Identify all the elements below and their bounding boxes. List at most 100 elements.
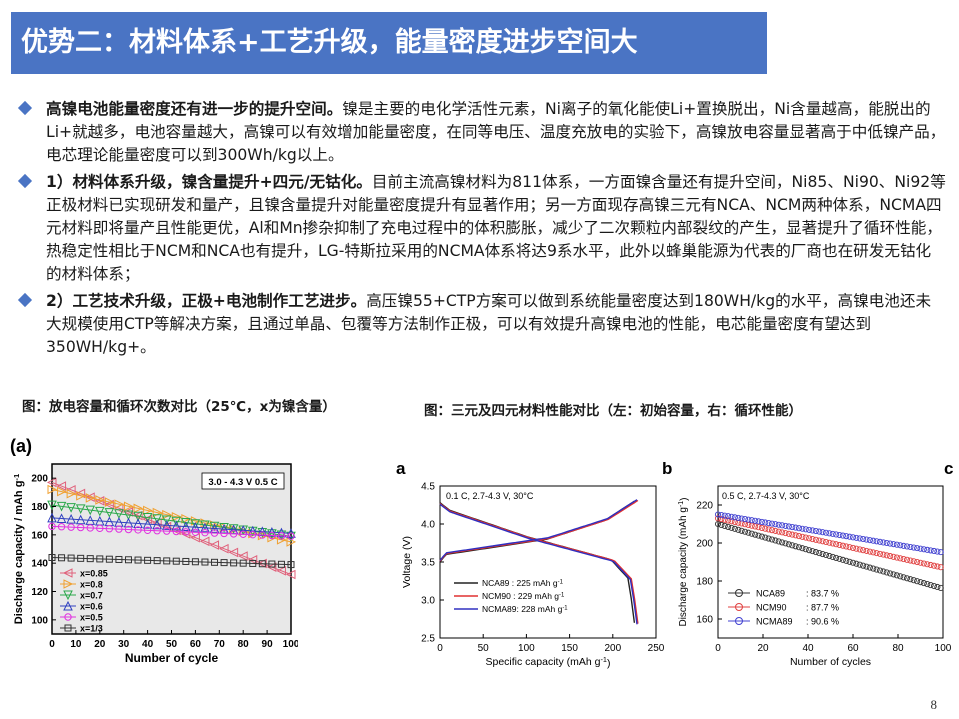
y-tick-label: 220	[696, 501, 713, 512]
page-number: 8	[930, 697, 938, 712]
data-point	[57, 486, 67, 497]
data-point	[210, 520, 220, 530]
data-point	[741, 528, 749, 535]
data-point	[172, 527, 180, 536]
data-point	[249, 559, 257, 567]
diamond-bullet-icon	[17, 100, 33, 116]
data-point	[718, 515, 725, 523]
data-point	[218, 543, 229, 554]
voltage-profile-chart: a 0 50 100 150 200 250 2.5 3.0 3.5 4.0 4.5 Specific …	[396, 459, 665, 669]
legend-label: x=1/3	[80, 624, 103, 634]
data-point	[162, 509, 172, 520]
data-point	[762, 525, 769, 532]
data-point	[927, 547, 934, 554]
y-tick-label: 3.0	[421, 596, 435, 607]
data-point	[77, 554, 85, 562]
legend-label: NCA89 : 225 mAh g-1	[482, 578, 564, 588]
data-point	[67, 554, 75, 562]
data-point	[812, 536, 819, 543]
plot-area	[51, 463, 292, 635]
bullet-text: 目前主流高镍材料为811体系，一方面镍含量还有提升空间，Ni85、Ni90、Ni…	[46, 173, 946, 283]
data-point	[836, 531, 843, 539]
data-point	[863, 547, 870, 554]
data-point	[903, 575, 911, 582]
data-point	[762, 519, 769, 526]
data-point	[721, 522, 728, 529]
x-tick-label: 30	[118, 639, 130, 650]
y-tick-label: 120	[31, 587, 48, 598]
legend-label: NCM90 : 229 mAh g-1	[482, 591, 565, 601]
data-point	[819, 529, 826, 536]
data-point	[910, 558, 917, 565]
data-point	[819, 538, 826, 545]
data-point	[277, 532, 286, 540]
data-point	[826, 539, 833, 546]
charge-curve	[439, 499, 638, 561]
data-point	[806, 535, 813, 542]
data-point	[191, 558, 199, 566]
data-point	[934, 548, 941, 555]
data-point	[200, 520, 210, 531]
data-point	[133, 511, 143, 522]
data-point	[123, 501, 134, 512]
page-title: 优势二：材料体系+工艺升级，能量密度进步空间大	[21, 27, 638, 58]
panel-label: c	[944, 459, 953, 478]
data-point	[714, 511, 722, 518]
data-point	[209, 540, 220, 550]
data-point	[239, 559, 247, 567]
data-point	[95, 495, 105, 505]
data-point	[731, 525, 738, 532]
legend-label: x=0.7	[80, 591, 103, 601]
data-point	[276, 530, 287, 541]
data-point	[880, 539, 887, 546]
data-point	[725, 513, 732, 520]
data-point	[863, 536, 870, 543]
data-point	[132, 510, 143, 521]
data-point	[893, 554, 900, 561]
data-point	[890, 553, 897, 560]
data-point	[930, 582, 938, 590]
data-point	[806, 526, 813, 533]
data-point	[853, 534, 860, 541]
legend-marker	[64, 613, 72, 621]
data-point	[123, 517, 134, 528]
data-point	[792, 532, 799, 539]
legend-retention: : 83.7 %	[806, 589, 839, 599]
data-point	[153, 557, 161, 565]
data-point	[287, 561, 295, 569]
data-point	[833, 531, 840, 538]
data-point	[816, 528, 823, 535]
data-point	[890, 541, 897, 548]
data-point	[897, 555, 904, 562]
data-point	[745, 516, 752, 523]
data-point	[142, 518, 153, 529]
y-axis-label: Discharge capacity / mAh g-1	[12, 473, 25, 624]
data-point	[920, 546, 927, 553]
data-point	[276, 535, 287, 545]
data-point	[907, 576, 914, 583]
data-point	[927, 561, 934, 569]
data-point	[833, 541, 840, 548]
data-point	[937, 549, 944, 556]
data-point	[809, 548, 816, 555]
data-point	[66, 503, 76, 513]
legend-label: x=0.8	[80, 580, 103, 590]
data-point	[143, 505, 153, 516]
y-tick-label: 200	[696, 539, 713, 550]
data-point	[812, 527, 819, 535]
x-tick-label: 0	[437, 643, 443, 654]
data-point	[843, 533, 850, 540]
data-point	[893, 572, 900, 579]
bullet-lead: 1）材料体系升级，镍含量提升+四元/无钴化。	[46, 173, 372, 191]
data-point	[772, 521, 779, 528]
data-point	[230, 559, 238, 567]
data-point	[914, 578, 921, 585]
data-point	[870, 565, 877, 572]
data-point	[725, 517, 732, 524]
data-point	[907, 557, 914, 564]
data-point	[907, 543, 914, 551]
data-point	[765, 520, 772, 527]
data-point	[806, 547, 813, 554]
y-tick-label: 180	[31, 502, 48, 513]
data-point	[191, 528, 200, 536]
